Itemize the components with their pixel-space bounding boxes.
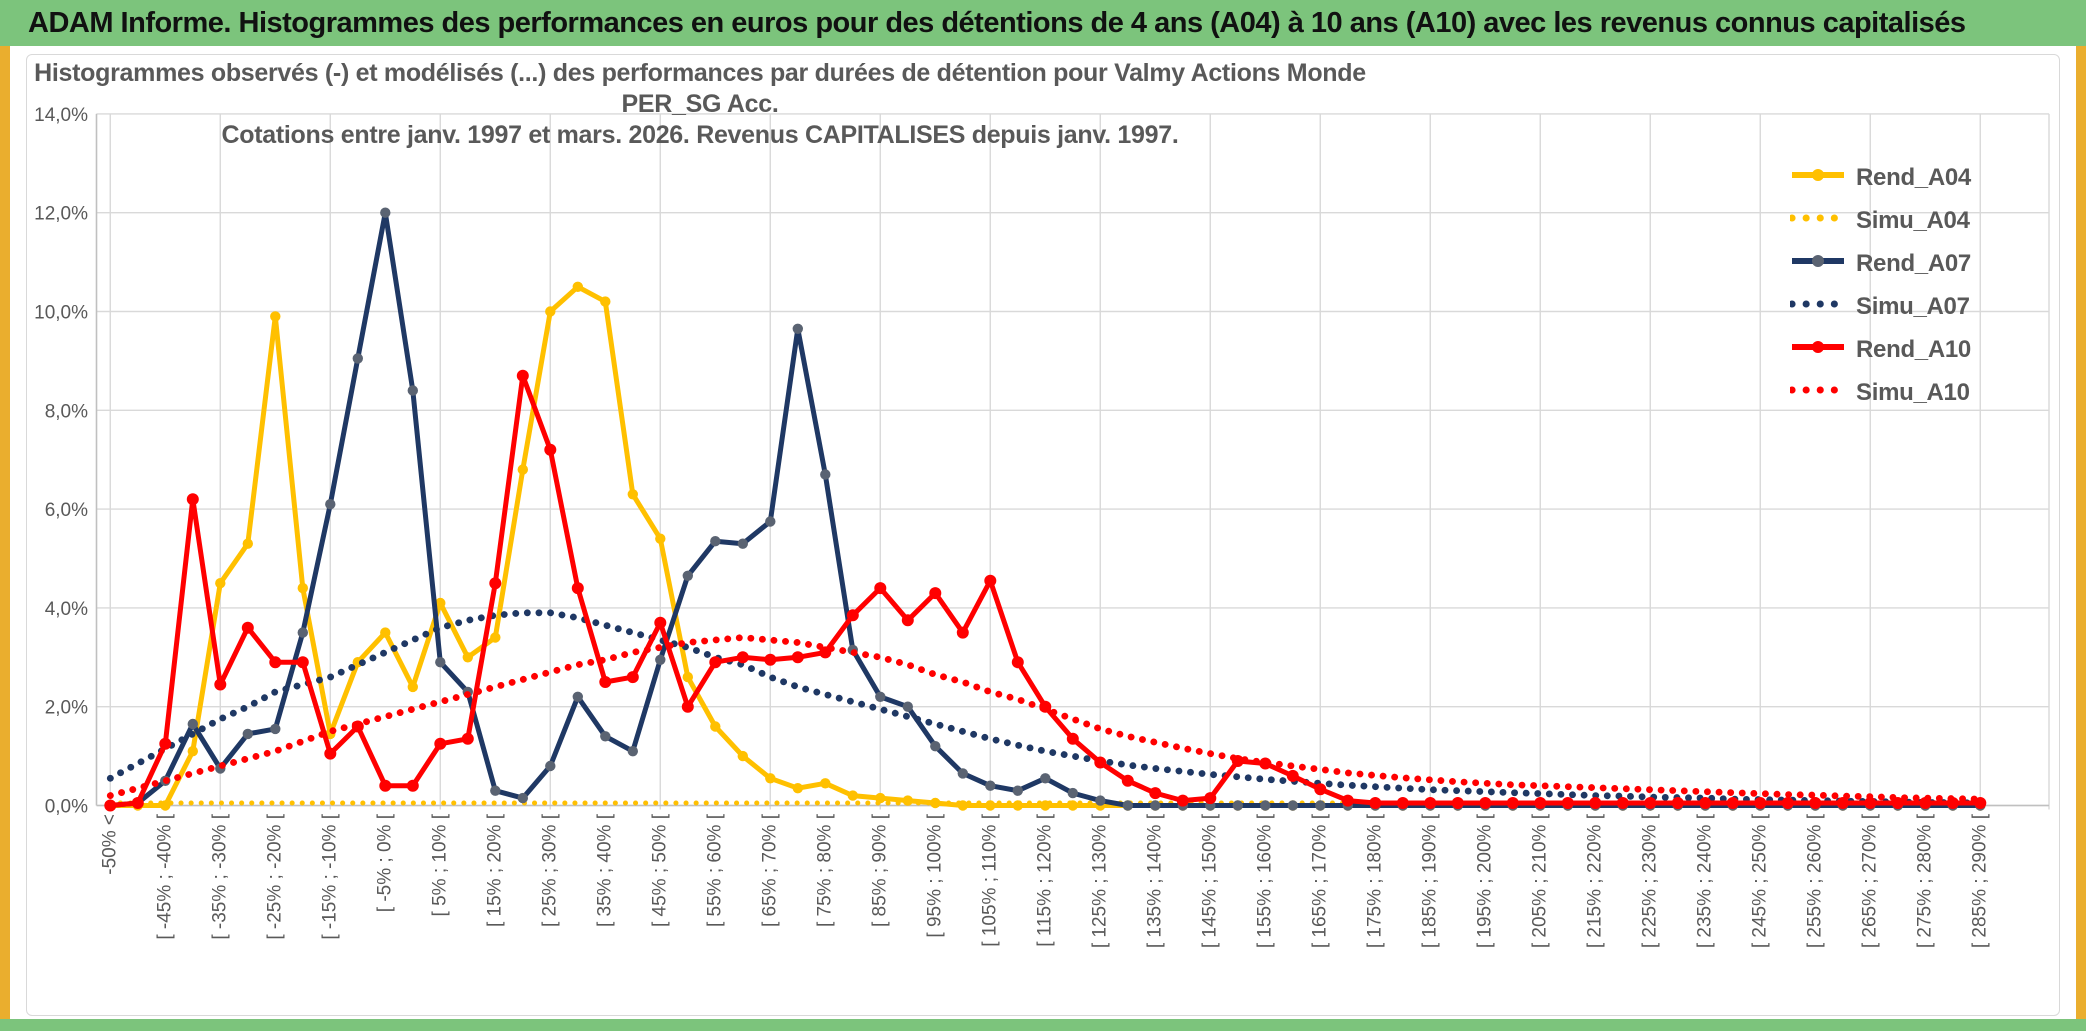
right-border-strip	[2076, 46, 2086, 1019]
svg-text:[ -15% ; -10% [: [ -15% ; -10% [	[319, 813, 340, 939]
svg-text:[ 155% ; 160% [: [ 155% ; 160% [	[1254, 813, 1275, 948]
svg-text:8,0%: 8,0%	[45, 401, 88, 422]
svg-text:6,0%: 6,0%	[45, 500, 88, 521]
svg-text:[ 185% ; 190% [: [ 185% ; 190% [	[1419, 813, 1440, 948]
svg-text:2,0%: 2,0%	[45, 698, 88, 719]
svg-text:[ 85% ; 90% [: [ 85% ; 90% [	[869, 813, 890, 927]
svg-text:[ 215% ; 220% [: [ 215% ; 220% [	[1584, 813, 1605, 948]
header-title: ADAM Informe. Histogrammes des performan…	[28, 6, 1966, 39]
svg-text:[ 145% ; 150% [: [ 145% ; 150% [	[1199, 813, 1220, 948]
left-border-strip	[0, 46, 10, 1019]
legend-label-simu-a10: Simu_A10	[1856, 378, 1970, 406]
rend-a04-line-swatch-icon	[1790, 167, 1846, 188]
legend-label-rend-a07: Rend_A07	[1856, 249, 1971, 277]
svg-text:[ 255% ; 260% [: [ 255% ; 260% [	[1804, 813, 1825, 948]
rend-a10-line-swatch-icon	[1790, 339, 1846, 360]
svg-text:[ 275% ; 280% [: [ 275% ; 280% [	[1914, 813, 1935, 948]
legend-item-rend-a07[interactable]: Rend_A07	[1790, 242, 1971, 285]
svg-text:[ 25% ; 30% [: [ 25% ; 30% [	[539, 813, 560, 927]
bottom-border-strip	[0, 1019, 2086, 1031]
legend-item-simu-a04[interactable]: Simu_A04	[1788, 199, 1971, 242]
svg-text:[ 285% ; 290% [: [ 285% ; 290% [	[1969, 813, 1990, 948]
svg-text:[ -5% ; 0% [: [ -5% ; 0% [	[374, 813, 395, 912]
legend: Rend_A04 Simu_A04 Rend_A07 Simu_A07 Rend…	[1788, 156, 1971, 414]
legend-item-simu-a07[interactable]: Simu_A07	[1788, 285, 1971, 328]
simu-a10-dotted-swatch-icon	[1788, 382, 1848, 403]
legend-label-simu-a04: Simu_A04	[1856, 206, 1970, 234]
legend-label-rend-a04: Rend_A04	[1856, 163, 1971, 191]
svg-text:[ 235% ; 240% [: [ 235% ; 240% [	[1694, 813, 1715, 948]
svg-text:[ 115% ; 120% [: [ 115% ; 120% [	[1034, 813, 1055, 946]
svg-text:[ -35% ; -30% [: [ -35% ; -30% [	[209, 813, 230, 939]
legend-label-rend-a10: Rend_A10	[1856, 335, 1971, 363]
chart-frame	[26, 54, 2060, 1016]
svg-text:0,0%: 0,0%	[45, 797, 88, 818]
svg-text:10,0%: 10,0%	[34, 303, 88, 324]
svg-text:[ 135% ; 140% [: [ 135% ; 140% [	[1144, 813, 1165, 948]
svg-text:-50% <: -50% <	[99, 814, 120, 875]
svg-text:[ 55% ; 60% [: [ 55% ; 60% [	[704, 813, 725, 927]
svg-text:[ 225% ; 230% [: [ 225% ; 230% [	[1639, 813, 1660, 948]
chart-title-line1: Histogrammes observés (-) et modélisés (…	[34, 59, 1366, 118]
svg-text:[ 195% ; 200% [: [ 195% ; 200% [	[1474, 813, 1495, 948]
svg-text:[ 165% ; 170% [: [ 165% ; 170% [	[1309, 813, 1330, 948]
svg-text:[ 95% ; 100% [: [ 95% ; 100% [	[924, 813, 945, 937]
svg-text:[ 65% ; 70% [: [ 65% ; 70% [	[759, 813, 780, 927]
svg-text:4,0%: 4,0%	[45, 599, 88, 620]
simu-a07-dotted-swatch-icon	[1788, 296, 1848, 317]
svg-text:[ 35% ; 40% [: [ 35% ; 40% [	[594, 813, 615, 927]
legend-label-simu-a07: Simu_A07	[1856, 292, 1970, 320]
rend-a07-line-swatch-icon	[1790, 253, 1846, 274]
svg-text:[ 205% ; 210% [: [ 205% ; 210% [	[1529, 813, 1550, 948]
svg-text:[ 265% ; 270% [: [ 265% ; 270% [	[1859, 813, 1880, 948]
svg-text:[ 175% ; 180% [: [ 175% ; 180% [	[1364, 813, 1385, 948]
svg-text:[ 245% ; 250% [: [ 245% ; 250% [	[1749, 813, 1770, 948]
simu-a04-dotted-swatch-icon	[1788, 210, 1848, 231]
svg-text:12,0%: 12,0%	[34, 204, 88, 225]
legend-item-rend-a10[interactable]: Rend_A10	[1790, 328, 1971, 371]
chart-title-line2: Cotations entre janv. 1997 et mars. 2026…	[221, 121, 1179, 149]
svg-text:[ 45% ; 50% [: [ 45% ; 50% [	[649, 813, 670, 927]
svg-text:[ 105% ; 110% [: [ 105% ; 110% [	[979, 813, 1000, 946]
svg-text:[ 75% ; 80% [: [ 75% ; 80% [	[814, 813, 835, 927]
svg-text:[ -45% ; -40% [: [ -45% ; -40% [	[154, 813, 175, 939]
svg-text:[ 125% ; 130% [: [ 125% ; 130% [	[1089, 813, 1110, 948]
chart-title: Histogrammes observés (-) et modélisés (…	[0, 58, 1400, 151]
svg-text:[ 15% ; 20% [: [ 15% ; 20% [	[484, 813, 505, 927]
legend-item-rend-a04[interactable]: Rend_A04	[1790, 156, 1971, 199]
svg-text:[ 5% ; 10% [: [ 5% ; 10% [	[429, 813, 450, 916]
svg-text:[ -25% ; -20% [: [ -25% ; -20% [	[264, 813, 285, 939]
header-bar: ADAM Informe. Histogrammes des performan…	[0, 0, 2086, 46]
svg-text:14,0%: 14,0%	[34, 105, 88, 126]
legend-item-simu-a10[interactable]: Simu_A10	[1788, 371, 1971, 414]
